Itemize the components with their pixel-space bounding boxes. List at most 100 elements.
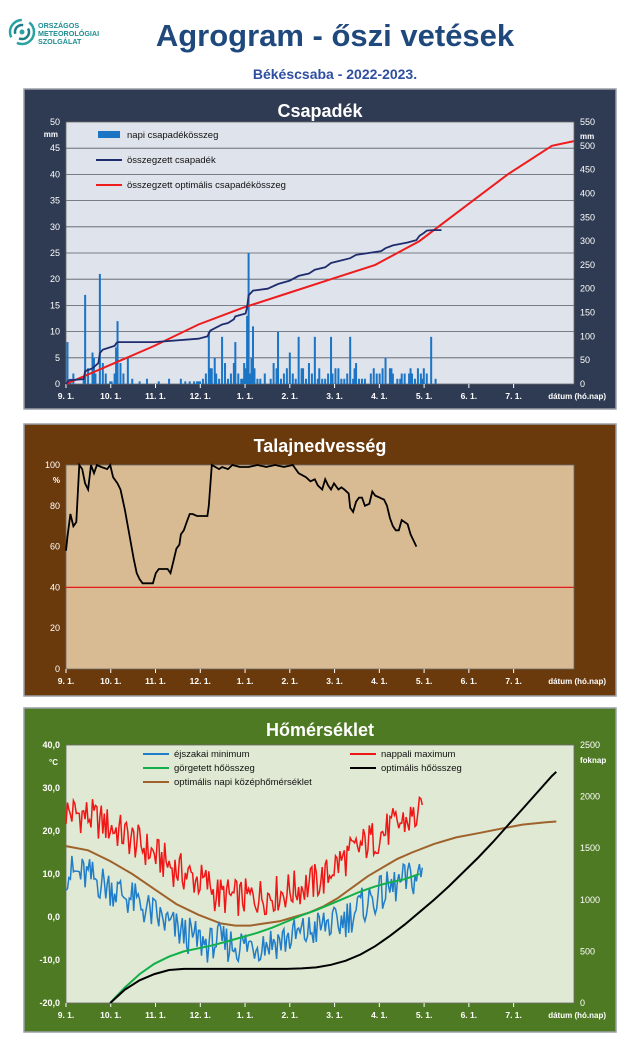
x-tick-label: 2. 1. bbox=[282, 391, 299, 401]
daily-precipitation-bar bbox=[360, 378, 363, 384]
panel-title: Talajnedvesség bbox=[254, 436, 387, 456]
daily-precipitation-bar bbox=[363, 378, 366, 384]
daily-precipitation-bar bbox=[369, 373, 372, 384]
daily-precipitation-bar bbox=[294, 378, 297, 384]
daily-precipitation-bar bbox=[269, 378, 272, 384]
daily-precipitation-bar bbox=[215, 373, 218, 384]
daily-precipitation-bar bbox=[318, 368, 321, 384]
left-tick-label: 45 bbox=[50, 143, 60, 153]
daily-precipitation-bar bbox=[400, 373, 403, 384]
y-tick-label: 100 bbox=[45, 460, 60, 470]
x-tick-label: 9. 1. bbox=[58, 676, 75, 686]
daily-precipitation-bar bbox=[272, 363, 275, 384]
left-tick-label: 10 bbox=[50, 327, 60, 337]
x-tick-label: 7. 1. bbox=[505, 676, 522, 686]
left-tick-label: 40 bbox=[50, 169, 60, 179]
legend-label: összegzett optimális csapadékösszeg bbox=[127, 180, 286, 191]
page-title: Agrogram - őszi vetések bbox=[155, 18, 515, 53]
daily-precipitation-bar bbox=[388, 368, 391, 384]
daily-precipitation-bar bbox=[240, 378, 243, 384]
daily-precipitation-bar bbox=[246, 315, 249, 384]
daily-precipitation-bar bbox=[372, 368, 375, 384]
x-tick-label: 9. 1. bbox=[58, 391, 75, 401]
x-tick-label: 4. 1. bbox=[371, 391, 388, 401]
daily-precipitation-bar bbox=[168, 378, 171, 384]
x-tick-label: 7. 1. bbox=[505, 391, 522, 401]
daily-precipitation-bar bbox=[343, 378, 346, 384]
daily-precipitation-bar bbox=[210, 368, 213, 384]
daily-precipitation-bar bbox=[256, 378, 259, 384]
left-axis-unit: mm bbox=[44, 130, 58, 139]
y-tick-label: 40 bbox=[50, 582, 60, 592]
daily-precipitation-bar bbox=[353, 368, 356, 384]
daily-precipitation-bar bbox=[104, 373, 107, 384]
optimal-heat-sum-line bbox=[109, 771, 557, 1004]
daily-maximum-line bbox=[65, 795, 424, 916]
daily-precipitation-bar bbox=[204, 373, 207, 384]
y-tick-label: 20 bbox=[50, 623, 60, 633]
nightly-minimum-line bbox=[65, 855, 424, 964]
left-axis-unit: °C bbox=[49, 758, 58, 767]
daily-precipitation-bar bbox=[430, 336, 433, 384]
rolling-heat-sum-line bbox=[109, 873, 420, 1004]
optimal-cumulative-line bbox=[65, 140, 575, 385]
daily-precipitation-bar bbox=[313, 336, 316, 384]
daily-precipitation-bar bbox=[234, 342, 237, 384]
daily-precipitation-bar bbox=[113, 373, 116, 384]
daily-precipitation-bar bbox=[221, 336, 224, 384]
right-tick-label: 200 bbox=[580, 284, 595, 294]
daily-precipitation-bar bbox=[101, 363, 104, 384]
panel-title: Hőmérséklet bbox=[266, 720, 374, 740]
right-tick-label: 500 bbox=[580, 141, 595, 151]
right-tick-label: 250 bbox=[580, 260, 595, 270]
daily-precipitation-bar bbox=[434, 378, 437, 384]
left-tick-label: 10,0 bbox=[42, 869, 60, 879]
right-axis-unit: foknap bbox=[580, 756, 606, 765]
daily-precipitation-bar bbox=[244, 368, 247, 384]
left-tick-label: 5 bbox=[55, 353, 60, 363]
daily-precipitation-bar bbox=[209, 368, 212, 384]
x-tick-label: 11. 1. bbox=[145, 391, 166, 401]
right-tick-label: 50 bbox=[580, 355, 590, 365]
legend-label: görgetett hőösszeg bbox=[174, 763, 255, 774]
x-axis-label: dátum (hó.nap) bbox=[548, 1011, 606, 1020]
x-tick-label: 1. 1. bbox=[237, 391, 254, 401]
daily-precipitation-bar bbox=[285, 368, 288, 384]
daily-precipitation-bar bbox=[408, 373, 411, 384]
legend-label: nappali maximum bbox=[381, 749, 456, 760]
daily-precipitation-bar bbox=[300, 368, 303, 384]
left-tick-label: -20,0 bbox=[39, 998, 60, 1008]
right-tick-label: 350 bbox=[580, 212, 595, 222]
right-tick-label: 500 bbox=[580, 946, 595, 956]
legend-label: optimális hőösszeg bbox=[381, 763, 462, 774]
left-tick-label: 0,0 bbox=[47, 912, 60, 922]
daily-precipitation-bar bbox=[145, 378, 148, 384]
left-tick-label: -10,0 bbox=[39, 955, 60, 965]
daily-precipitation-bar bbox=[249, 373, 252, 384]
daily-precipitation-bar bbox=[324, 378, 327, 384]
daily-precipitation-bar bbox=[409, 368, 412, 384]
left-tick-label: 20,0 bbox=[42, 826, 60, 836]
daily-precipitation-bar bbox=[252, 326, 255, 384]
daily-precipitation-bar bbox=[87, 368, 90, 384]
daily-precipitation-bar bbox=[138, 381, 141, 384]
daily-precipitation-bar bbox=[193, 381, 196, 384]
x-tick-label: 3. 1. bbox=[326, 676, 343, 686]
daily-precipitation-bar bbox=[416, 368, 419, 384]
soil-moisture-chart: Talajnedvesség 9. 1. 10. 1. 11. 1. 12. 1. 1. … bbox=[23, 423, 617, 697]
daily-precipitation-bar bbox=[229, 373, 232, 384]
daily-precipitation-bar bbox=[399, 378, 402, 384]
x-tick-label: 11. 1. bbox=[145, 676, 166, 686]
y-tick-label: 80 bbox=[50, 501, 60, 511]
daily-precipitation-bar bbox=[259, 378, 262, 384]
precipitation-chart: Csapadék 9. 1. 10. 1. 11. 1. 12. 1. 1. 1. 2. 1… bbox=[23, 88, 617, 410]
x-tick-label: 5. 1. bbox=[416, 676, 433, 686]
daily-precipitation-bar bbox=[131, 378, 134, 384]
left-tick-label: 15 bbox=[50, 300, 60, 310]
right-tick-label: 300 bbox=[580, 236, 595, 246]
x-tick-label: 10. 1. bbox=[100, 1010, 121, 1020]
right-tick-label: 0 bbox=[580, 379, 585, 389]
x-axis-label: dátum (hó.nap) bbox=[548, 677, 606, 686]
x-tick-label: 6. 1. bbox=[461, 676, 478, 686]
daily-precipitation-bar bbox=[327, 373, 330, 384]
